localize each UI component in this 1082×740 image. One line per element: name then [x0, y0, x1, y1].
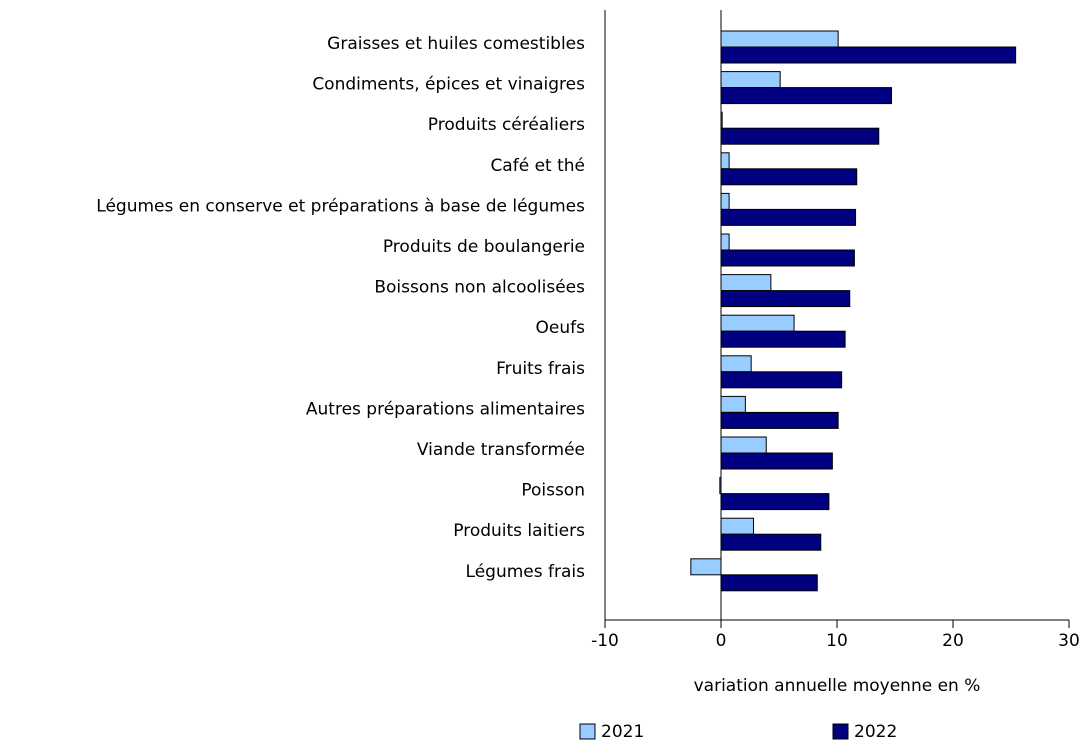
bar — [720, 411, 839, 429]
x-tick-label: 20 — [942, 631, 964, 651]
bar — [720, 111, 723, 129]
x-tick-label: -10 — [591, 631, 619, 651]
bar — [720, 233, 730, 251]
y-tick-label: Boissons non alcoolisées — [374, 278, 585, 298]
bar — [720, 208, 857, 226]
x-tick-label: 30 — [1058, 631, 1080, 651]
bar — [720, 168, 858, 186]
bar — [720, 290, 851, 308]
bar — [720, 436, 767, 454]
bar — [720, 395, 746, 413]
y-tick-label: Viande transformée — [417, 440, 585, 460]
bar — [720, 274, 772, 292]
bar — [720, 314, 795, 332]
legend-label: 2022 — [854, 722, 897, 740]
y-tick-label: Graisses et huiles comestibles — [327, 34, 585, 54]
y-tick-label: Produits laitiers — [453, 521, 585, 541]
bar — [720, 493, 830, 511]
y-tick-label: Autres préparations alimentaires — [306, 399, 585, 419]
bar — [720, 533, 822, 551]
bar — [720, 574, 818, 592]
bar — [720, 517, 754, 535]
y-tick-label: Légumes en conserve et préparations à ba… — [96, 196, 585, 216]
y-tick-label: Café et thé — [490, 156, 585, 176]
legend-swatch — [579, 723, 596, 740]
bar — [690, 558, 722, 576]
bar — [720, 452, 833, 470]
y-tick-label: Produits de boulangerie — [383, 237, 585, 257]
bar — [720, 71, 781, 89]
bar — [720, 127, 880, 145]
y-tick-label: Condiments, épices et vinaigres — [312, 75, 585, 95]
y-tick-label: Oeufs — [536, 318, 586, 338]
bar — [720, 152, 730, 170]
bar — [720, 192, 730, 210]
bar — [720, 330, 846, 348]
y-tick-label: Légumes frais — [466, 562, 586, 582]
bar — [720, 249, 855, 267]
y-tick-label: Fruits frais — [496, 359, 585, 379]
x-tick-label: 10 — [826, 631, 848, 651]
y-tick-label: Poisson — [521, 481, 585, 501]
x-tick-label: 0 — [716, 631, 727, 651]
bar — [720, 371, 843, 389]
legend-label: 2021 — [601, 722, 644, 740]
y-tick-label: Produits céréaliers — [428, 115, 585, 135]
bar — [720, 87, 893, 105]
bar — [720, 355, 752, 373]
bar — [719, 477, 722, 495]
x-axis-label: variation annuelle moyenne en % — [694, 676, 981, 696]
bar — [720, 30, 839, 48]
legend-swatch — [832, 723, 849, 740]
bar — [720, 46, 1017, 64]
